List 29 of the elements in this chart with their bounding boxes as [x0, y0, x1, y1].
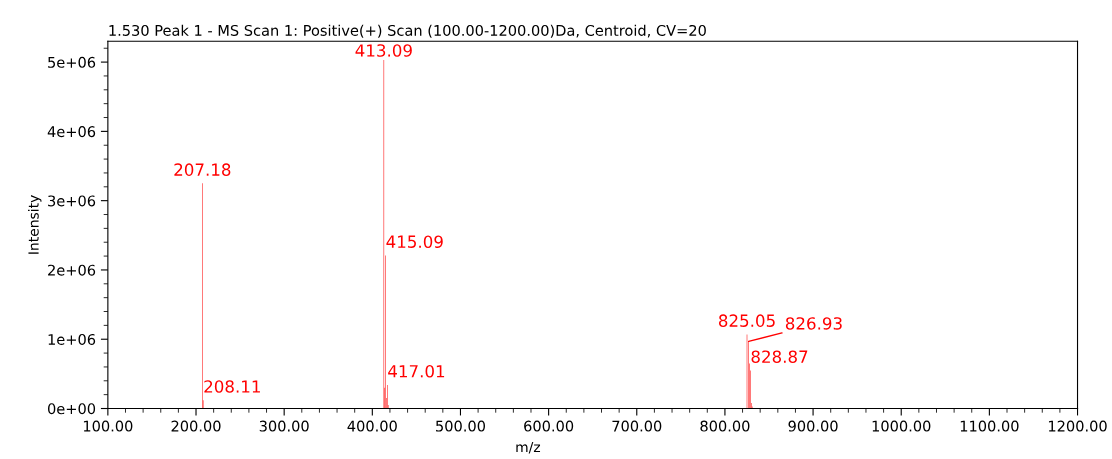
x-tick-label: 900.00 — [788, 420, 838, 432]
x-tick-label: 400.00 — [347, 420, 397, 432]
x-tick-label: 700.00 — [612, 420, 662, 432]
x-tick-label: 1000.00 — [872, 420, 931, 432]
x-tick-label: 800.00 — [700, 420, 750, 432]
y-tick-label: 2e+06 — [48, 264, 96, 276]
y-tick-label: 4e+06 — [47, 126, 96, 138]
x-tick-label: 600.00 — [524, 420, 574, 432]
x-tick-label: 1100.00 — [960, 420, 1019, 432]
y-tick-label: 0e+00 — [47, 403, 96, 415]
chart-title: 1.530 Peak 1 - MS Scan 1: Positive(+) Scan (100.00-1200.00)Da, Centroid, CV=20 — [109, 24, 706, 38]
annotation: 825.05 — [718, 314, 775, 327]
x-tick-label: 300.00 — [259, 420, 309, 432]
x-tick-label: 1200.00 — [1048, 420, 1107, 432]
annotation: 826.93 — [785, 317, 842, 330]
annotation: 208.11 — [204, 380, 260, 393]
x-tick-label: 200.00 — [171, 420, 221, 432]
annotation: 413.09 — [355, 44, 412, 57]
y-axis-title: Intensity — [28, 195, 42, 254]
y-tick-label: 5e+06 — [48, 56, 96, 68]
y-tick-label: 3e+06 — [48, 195, 96, 207]
annotation: 417.01 — [388, 364, 445, 378]
y-tick-label: 1e+06 — [48, 333, 96, 345]
x-tick-label: 500.00 — [436, 420, 486, 432]
annotation: 207.18 — [174, 163, 231, 176]
annotation: 828.87 — [751, 350, 808, 364]
annotation: 415.09 — [386, 235, 443, 248]
x-axis-title: m/z — [516, 441, 541, 454]
x-tick-label: 100.00 — [83, 420, 133, 432]
